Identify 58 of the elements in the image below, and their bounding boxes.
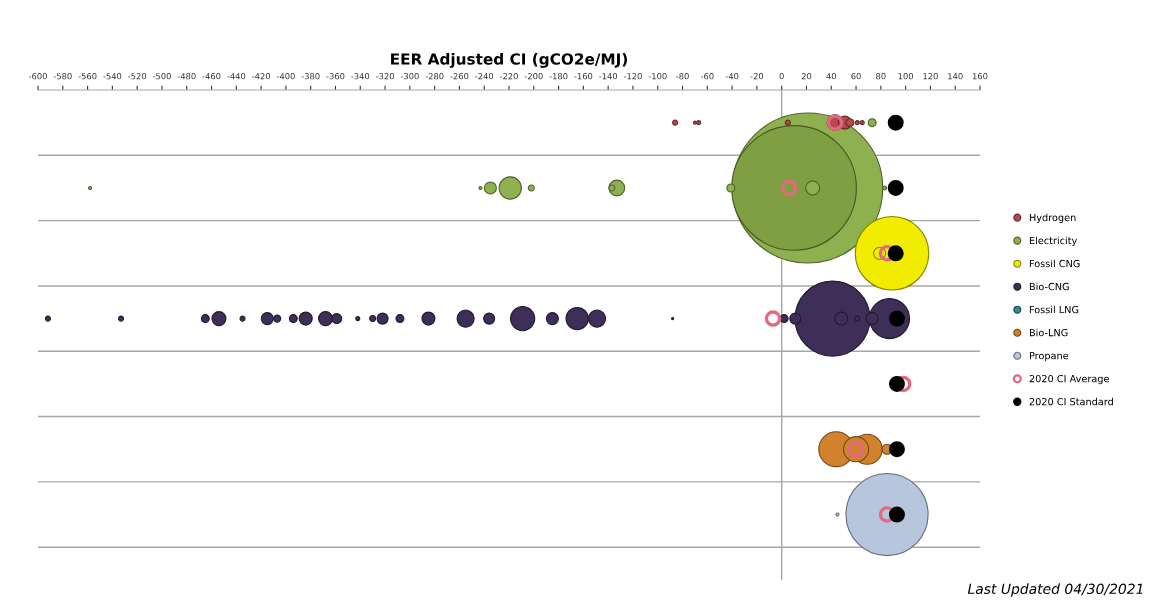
x-tick-label: -380 [301,73,320,80]
x-tick-label: -560 [78,73,97,80]
x-tick-label: -400 [276,73,295,80]
point [780,179,798,197]
x-tick-label: -580 [53,73,72,80]
legend-label: 2020 CI Standard [1029,397,1113,406]
legend-label: Electricity [1029,236,1077,247]
x-tick-label: 140 [948,73,963,80]
x-tick-label: -420 [252,73,271,80]
point [887,114,904,131]
legend-label: Propane [1029,352,1069,362]
x-tick-label: -280 [425,73,444,80]
x-tick-label: -160 [574,73,593,80]
x-tick-label: -440 [227,73,246,80]
legend-label: Bio-LNG [1029,328,1068,337]
legend-label: Bio-CNG [1029,282,1069,291]
point [764,310,782,327]
x-tick-label: 80 [876,73,886,80]
x-tick-label: -220 [499,73,518,80]
x-tick-label: -100 [648,73,667,80]
point [887,179,904,196]
x-tick-label: -200 [524,73,543,80]
legend-label: Fossil LNG [1029,305,1079,314]
x-tick-label: -140 [599,73,618,80]
x-axis-title: EER Adjusted CI (gCO2e/MJ) [391,52,627,68]
x-tick-label: 20 [801,73,812,80]
x-tick-label: 160 [972,73,988,80]
x-tick-label: -520 [128,73,147,80]
legend-label: Fossil CNG [1029,259,1080,268]
point [888,441,905,458]
x-tick-label: -60 [700,73,714,80]
x-tick-label: -260 [450,73,469,80]
text: Last Updated 04/30/2021 [967,583,1143,597]
x-tick-label: -340 [351,73,370,80]
x-tick-label: -20 [750,73,764,80]
point [887,245,904,262]
legend-label: 2020 CI Average [1029,374,1109,385]
x-tick-label: -500 [152,73,171,80]
point [888,506,905,523]
x-tick-label: 40 [826,73,837,80]
x-tick-label: -120 [623,73,642,80]
x-tick-label: -180 [549,73,568,80]
legend-label: Hydrogen [1029,213,1076,224]
x-tick-label: -240 [475,73,494,80]
x-tick-label: -460 [202,73,221,80]
x-tick-label: 60 [851,73,861,80]
x-tick-label: -80 [676,73,689,80]
x-tick-label: -540 [103,73,122,80]
x-tick-label: -320 [376,73,394,80]
x-tick-label: -40 [725,73,739,80]
x-tick-label: -300 [400,73,419,80]
x-tick-label: -360 [326,73,345,80]
x-tick-label: 120 [923,73,938,80]
x-tick-label: -480 [177,73,196,80]
point [888,375,905,392]
x-tick-label: -600 [28,73,47,80]
x-tick-label: 0 [779,73,784,80]
x-tick-label: 100 [898,73,914,80]
